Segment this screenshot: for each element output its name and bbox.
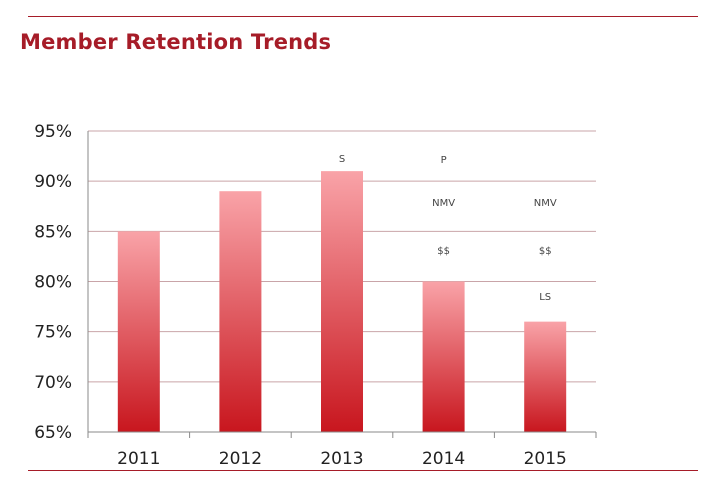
bar-annotation: P xyxy=(441,155,447,166)
bar-annotation: NMV xyxy=(432,198,455,209)
y-tick-label: 95% xyxy=(34,122,72,142)
bar-2011 xyxy=(117,231,160,432)
bar-annotation: LS xyxy=(539,292,551,303)
y-tick-label: 90% xyxy=(34,172,72,192)
bar-annotation: $$ xyxy=(539,246,552,257)
y-tick-label: 85% xyxy=(34,222,72,242)
bar-annotation: $$ xyxy=(437,246,450,257)
bar-2014 xyxy=(422,281,465,432)
top-divider xyxy=(28,16,698,17)
bar-annotation: NMV xyxy=(534,198,557,209)
bar-annotation: S xyxy=(339,154,345,165)
chart-title: Member Retention Trends xyxy=(20,30,332,54)
x-tick-label: 2011 xyxy=(117,449,160,469)
x-tick-label: 2015 xyxy=(524,449,567,469)
y-tick-label: 65% xyxy=(34,423,72,443)
y-tick-label: 80% xyxy=(34,273,72,293)
bar-2012 xyxy=(219,191,262,432)
x-tick-label: 2014 xyxy=(422,449,465,469)
bottom-divider xyxy=(28,470,698,471)
bar-2015 xyxy=(524,321,567,432)
x-tick-label: 2012 xyxy=(219,449,262,469)
bar-2013 xyxy=(321,171,363,432)
y-tick-label: 70% xyxy=(34,373,72,393)
y-tick-label: 75% xyxy=(34,323,72,343)
x-tick-label: 2013 xyxy=(320,449,363,469)
